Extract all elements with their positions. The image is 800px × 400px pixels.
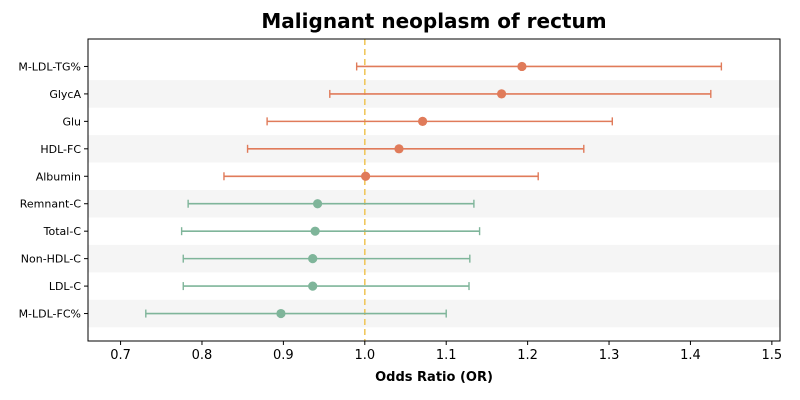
y-tick-label: M-LDL-FC% [19,308,81,321]
x-tick-label: 1.1 [436,348,457,363]
or-point [418,116,428,126]
ci-row-total-c [180,226,481,236]
or-point [394,144,404,154]
ci-row-albumin [223,171,539,181]
or-point [517,61,527,72]
y-tick-label: LDL-C [49,280,82,293]
ci-row-ldl-c [182,281,470,291]
or-point [310,226,320,236]
y-tick-label: HDL-FC [40,143,81,156]
x-tick-label: 0.7 [110,348,131,363]
ci-row-glu [266,116,613,126]
x-tick-label: 1.4 [680,348,701,363]
or-point [361,171,371,181]
y-tick-label: Total-C [43,225,82,238]
x-axis: 0.7 0.8 0.9 1.0 1.1 1.2 1.3 1.4 1.5 [110,341,782,363]
or-point [308,254,318,264]
ci-row-remnant-c [187,199,475,209]
or-point [312,199,323,209]
y-tick-label: Albumin [36,170,81,183]
x-tick-label: 1.3 [599,348,620,363]
plot-frame [87,38,781,342]
x-tick-label: 0.8 [192,348,213,363]
ci-marks [145,61,723,319]
ci-row-non-hdl-c [182,254,471,264]
or-point [276,308,286,319]
ci-row-hdl-fc [246,144,585,154]
chart-title: Malignant neoplasm of rectum [261,9,607,33]
or-point [308,281,318,291]
y-tick-label: Glu [62,115,81,128]
x-tick-label: 1.2 [517,348,538,363]
ci-row-m-ldl-tg- [355,61,723,72]
x-axis-label: Odds Ratio (OR) [375,370,493,385]
y-tick-label: Non-HDL-C [21,253,82,266]
x-tick-label: 0.9 [273,348,294,363]
ci-row-m-ldl-fc- [145,308,447,319]
y-tick-label: GlycA [49,88,81,101]
x-tick-label: 1.5 [762,348,783,363]
y-tick-label: Remnant-C [20,198,82,211]
y-tick-label: M-LDL-TG% [18,60,81,73]
or-point [496,89,507,99]
y-axis: M-LDL-TG% GlycA Glu HDL-FC Albumin Remnant-C T… [18,60,88,321]
ci-row-glyca [329,89,712,99]
x-tick-label: 1.0 [354,348,375,363]
